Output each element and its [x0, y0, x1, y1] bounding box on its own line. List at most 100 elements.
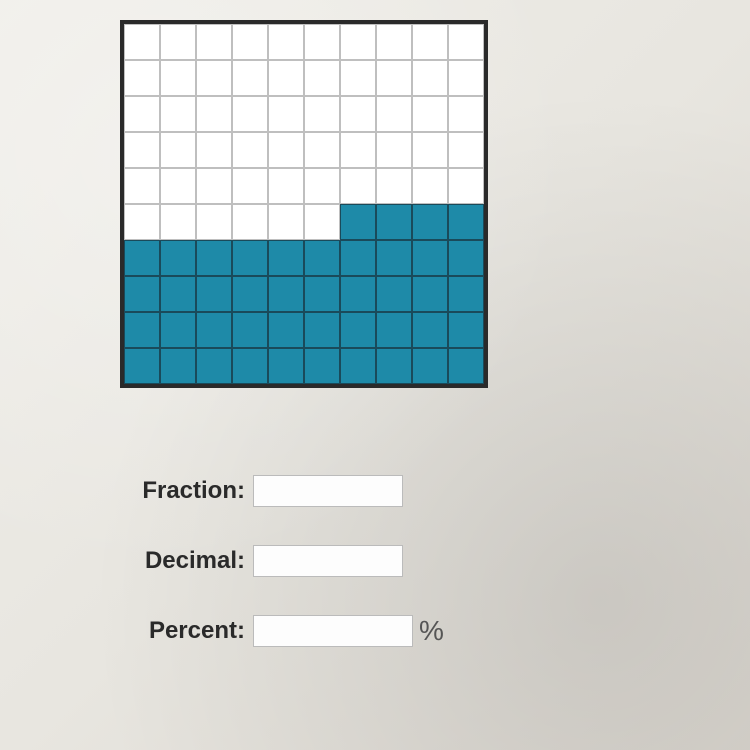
percent-input[interactable]: [253, 615, 413, 647]
grid-cell: [268, 204, 304, 240]
grid-cell: [160, 60, 196, 96]
grid-cell: [160, 348, 196, 384]
grid-cell: [340, 24, 376, 60]
grid-cell: [196, 132, 232, 168]
grid-cell: [448, 60, 484, 96]
grid-cell: [160, 276, 196, 312]
grid-cell: [304, 168, 340, 204]
percent-row: Percent: %: [130, 615, 444, 647]
grid-cell: [232, 312, 268, 348]
grid-cell: [232, 168, 268, 204]
grid-cell: [124, 96, 160, 132]
grid-cell: [376, 204, 412, 240]
grid-cell: [232, 348, 268, 384]
hundred-grid: [124, 24, 484, 384]
grid-cell: [448, 312, 484, 348]
grid-cell: [268, 276, 304, 312]
grid-cell: [376, 348, 412, 384]
grid-cell: [232, 24, 268, 60]
grid-cell: [412, 168, 448, 204]
grid-cell: [412, 312, 448, 348]
grid-cell: [340, 204, 376, 240]
grid-cell: [304, 348, 340, 384]
grid-cell: [160, 168, 196, 204]
grid-cell: [160, 204, 196, 240]
grid-cell: [340, 276, 376, 312]
grid-cell: [232, 240, 268, 276]
grid-cell: [124, 312, 160, 348]
grid-cell: [268, 348, 304, 384]
grid-cell: [412, 204, 448, 240]
grid-cell: [268, 24, 304, 60]
grid-cell: [448, 276, 484, 312]
grid-cell: [412, 60, 448, 96]
grid-cell: [124, 240, 160, 276]
grid-cell: [232, 276, 268, 312]
grid-cell: [268, 240, 304, 276]
grid-cell: [304, 240, 340, 276]
grid-cell: [124, 60, 160, 96]
percent-symbol: %: [419, 615, 444, 647]
grid-cell: [340, 60, 376, 96]
grid-cell: [412, 132, 448, 168]
grid-cell: [232, 96, 268, 132]
grid-cell: [232, 132, 268, 168]
grid-cell: [160, 96, 196, 132]
grid-cell: [196, 204, 232, 240]
grid-cell: [448, 132, 484, 168]
grid-cell: [448, 24, 484, 60]
grid-cell: [124, 24, 160, 60]
grid-cell: [160, 240, 196, 276]
grid-cell: [340, 132, 376, 168]
grid-cell: [124, 204, 160, 240]
grid-cell: [412, 24, 448, 60]
fraction-input[interactable]: [253, 475, 403, 507]
grid-cell: [232, 60, 268, 96]
grid-cell: [340, 96, 376, 132]
grid-cell: [448, 240, 484, 276]
grid-cell: [304, 204, 340, 240]
grid-cell: [268, 312, 304, 348]
grid-cell: [304, 24, 340, 60]
grid-cell: [340, 348, 376, 384]
grid-cell: [160, 132, 196, 168]
hundred-grid-container: [120, 20, 488, 388]
fraction-label: Fraction:: [130, 477, 245, 505]
grid-cell: [376, 24, 412, 60]
grid-cell: [448, 168, 484, 204]
grid-cell: [412, 96, 448, 132]
grid-cell: [448, 96, 484, 132]
grid-cell: [232, 204, 268, 240]
grid-cell: [376, 60, 412, 96]
grid-cell: [376, 240, 412, 276]
grid-cell: [376, 132, 412, 168]
grid-cell: [376, 312, 412, 348]
grid-cell: [340, 240, 376, 276]
grid-cell: [196, 276, 232, 312]
grid-cell: [376, 168, 412, 204]
decimal-row: Decimal:: [130, 545, 444, 577]
grid-cell: [196, 168, 232, 204]
grid-cell: [412, 348, 448, 384]
grid-cell: [124, 348, 160, 384]
grid-cell: [304, 276, 340, 312]
grid-cell: [196, 96, 232, 132]
grid-cell: [124, 168, 160, 204]
percent-label: Percent:: [130, 617, 245, 645]
decimal-input[interactable]: [253, 545, 403, 577]
decimal-label: Decimal:: [130, 547, 245, 575]
grid-cell: [448, 204, 484, 240]
grid-cell: [304, 60, 340, 96]
fraction-row: Fraction:: [130, 475, 444, 507]
grid-cell: [196, 240, 232, 276]
grid-cell: [376, 276, 412, 312]
grid-cell: [340, 168, 376, 204]
grid-cell: [268, 60, 304, 96]
grid-cell: [412, 240, 448, 276]
grid-cell: [196, 24, 232, 60]
grid-cell: [304, 96, 340, 132]
grid-cell: [268, 96, 304, 132]
grid-cell: [196, 312, 232, 348]
grid-cell: [196, 60, 232, 96]
grid-cell: [160, 312, 196, 348]
